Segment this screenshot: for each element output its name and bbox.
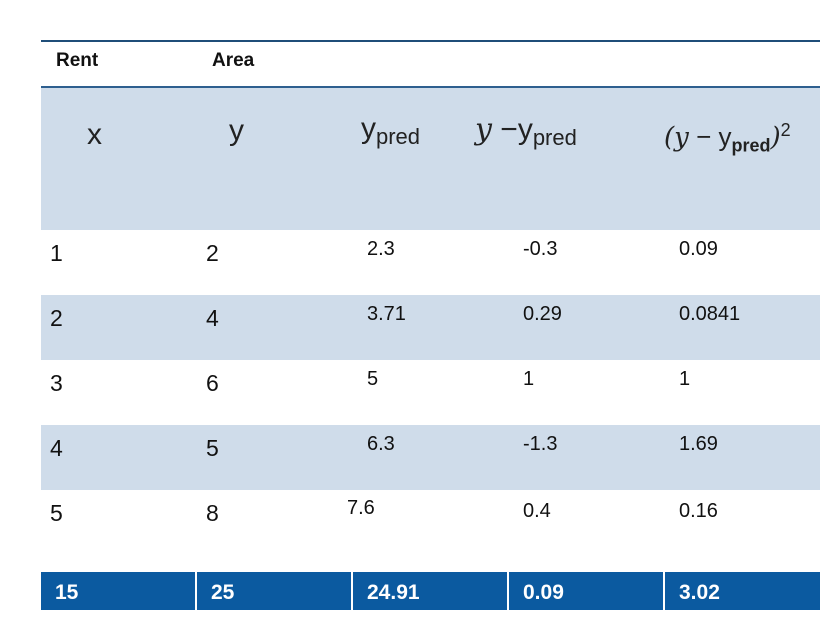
header-y: y bbox=[229, 114, 244, 147]
cell-x: 5 bbox=[50, 500, 63, 526]
area-label: Area bbox=[212, 50, 255, 71]
cell-residual: 0.4 bbox=[523, 500, 551, 522]
cell-y: 8 bbox=[206, 500, 219, 526]
cell-x: 2 bbox=[50, 305, 63, 331]
cell-squared: 0.09 bbox=[679, 238, 718, 260]
table-header: x y ypred y −ypred (y − ypred)2 bbox=[41, 86, 820, 230]
top-rule bbox=[41, 40, 820, 42]
total-ypred: 24.91 bbox=[353, 572, 509, 610]
cell-x: 1 bbox=[50, 240, 63, 266]
rent-label: Rent bbox=[56, 50, 99, 71]
cell-ypred: 7.6 bbox=[347, 497, 375, 519]
cell-ypred: 2.3 bbox=[367, 238, 395, 260]
cell-ypred: 5 bbox=[367, 368, 379, 390]
cell-residual: 1 bbox=[523, 368, 535, 390]
cell-y: 4 bbox=[206, 305, 219, 331]
total-squared: 3.02 bbox=[679, 581, 720, 604]
header-x: x bbox=[87, 118, 102, 151]
cell-residual: -0.3 bbox=[523, 238, 558, 260]
cell-ypred: 3.71 bbox=[367, 303, 406, 325]
cell-x: 3 bbox=[50, 370, 63, 396]
cell-squared: 1 bbox=[679, 368, 691, 390]
cell-y: 6 bbox=[206, 370, 219, 396]
total-residual: 0.09 bbox=[509, 572, 665, 610]
cell-squared: 1.69 bbox=[679, 433, 718, 455]
table-row: 1 2 2.3 -0.3 0.09 bbox=[41, 230, 820, 295]
cell-x: 4 bbox=[50, 435, 63, 461]
header-ypred: ypred bbox=[361, 112, 421, 149]
header-residual: y −ypred bbox=[475, 112, 577, 150]
total-x: 15 bbox=[41, 572, 197, 610]
header-squared-residual: (y − ypred)2 bbox=[664, 120, 791, 156]
cell-ypred: 6.3 bbox=[367, 433, 395, 455]
cell-y: 5 bbox=[206, 435, 219, 461]
cell-residual: 0.29 bbox=[523, 303, 562, 325]
table-row: 5 8 7.6 0.4 0.16 bbox=[41, 490, 820, 555]
table-row: 2 4 3.71 0.29 0.0841 bbox=[41, 295, 820, 360]
table-row: 3 6 5 1 1 bbox=[41, 360, 820, 425]
totals-row: 15 25 24.91 0.09 3.02 bbox=[41, 572, 820, 610]
total-y: 25 bbox=[197, 572, 353, 610]
cell-y: 2 bbox=[206, 240, 219, 266]
cell-squared: 0.16 bbox=[679, 500, 718, 522]
cell-residual: -1.3 bbox=[523, 433, 558, 455]
table-row: 4 5 6.3 -1.3 1.69 bbox=[41, 425, 820, 490]
cell-squared: 0.0841 bbox=[679, 303, 741, 325]
